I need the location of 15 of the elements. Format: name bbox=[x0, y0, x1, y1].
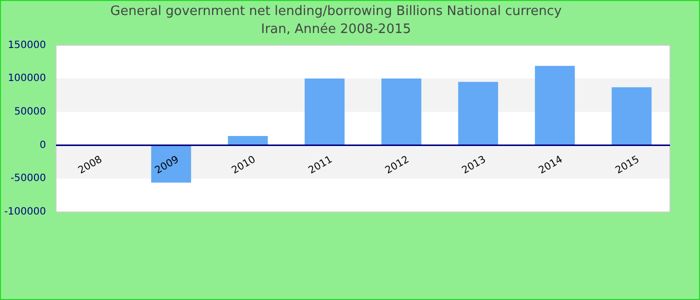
y-tick-label: 100000 bbox=[8, 73, 46, 84]
bar bbox=[381, 78, 422, 146]
chart-title: General government net lending/borrowing Billions National currency bbox=[110, 4, 562, 20]
bar bbox=[228, 136, 268, 146]
y-tick-label: -100000 bbox=[4, 206, 46, 218]
y-tick-label: 0 bbox=[40, 140, 46, 151]
y-tick-label: 50000 bbox=[14, 106, 46, 118]
bar bbox=[304, 78, 345, 146]
chart-subtitle: Iran, Année 2008-2015 bbox=[260, 22, 412, 37]
y-tick-label: 150000 bbox=[8, 40, 46, 51]
bar bbox=[458, 82, 498, 146]
bar bbox=[612, 87, 652, 146]
bar bbox=[534, 66, 575, 146]
bar bbox=[151, 145, 192, 183]
y-tick-label: -50000 bbox=[10, 173, 46, 184]
